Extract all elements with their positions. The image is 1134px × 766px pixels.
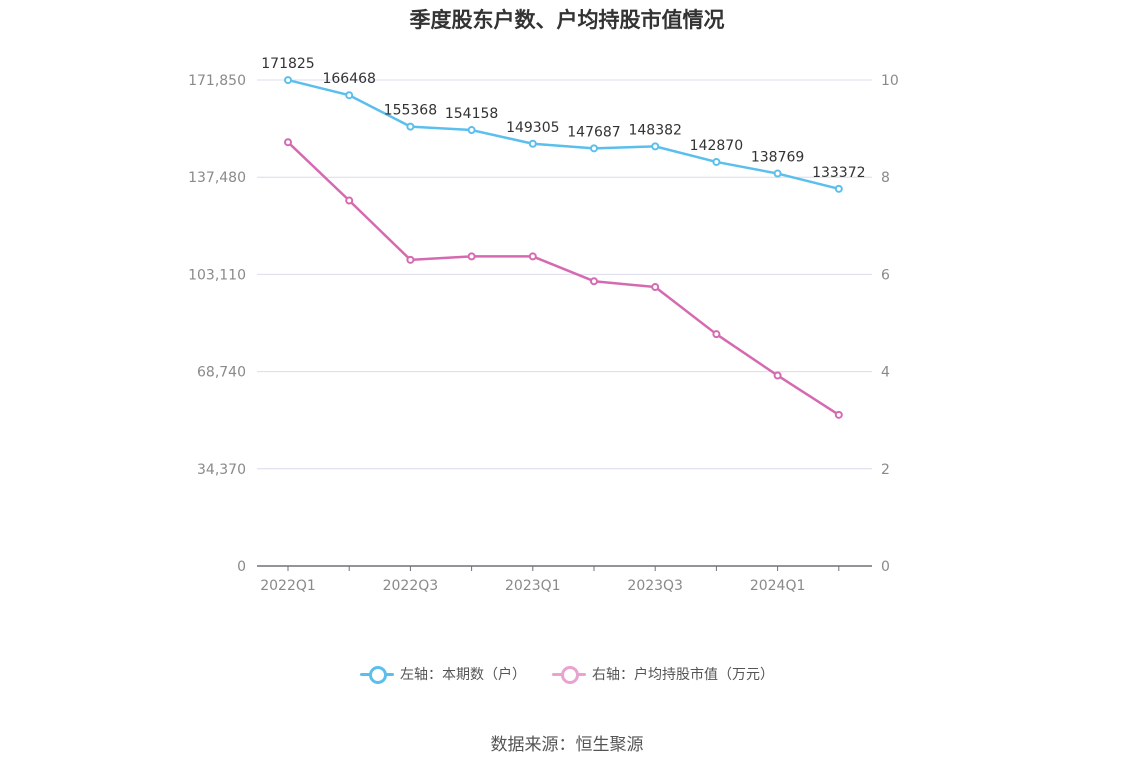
x-tick-label: 2022Q3 — [383, 578, 439, 594]
point-avg-value[interactable] — [773, 371, 782, 380]
point-holders[interactable] — [467, 126, 476, 135]
data-label: 171825 — [261, 56, 314, 72]
point-avg-value[interactable] — [406, 255, 415, 264]
point-avg-value[interactable] — [467, 252, 476, 261]
y-right-tick-label: 8 — [881, 170, 890, 186]
y-right-tick-label: 0 — [881, 559, 890, 575]
y-right-tick-label: 2 — [881, 462, 890, 478]
point-holders[interactable] — [773, 169, 782, 178]
series-lines — [284, 76, 843, 419]
data-label: 155368 — [384, 103, 437, 119]
y-right-tick-label: 6 — [881, 267, 890, 283]
point-holders[interactable] — [345, 91, 354, 100]
y-right-tick-label: 10 — [881, 73, 899, 89]
gridlines — [257, 79, 872, 470]
point-holders[interactable] — [284, 76, 292, 85]
point-avg-value[interactable] — [528, 252, 537, 261]
point-avg-value[interactable] — [590, 277, 598, 286]
axes: 0 0 34,370 2 68,740 4 103,110 6 137,480 8 171,850 1… — [188, 73, 899, 594]
data-labels: 171825 166468 155368 154158 149305 147687 1483… — [261, 56, 865, 181]
point-avg-value[interactable] — [345, 196, 354, 205]
point-holders[interactable] — [651, 142, 660, 151]
point-avg-value[interactable] — [284, 138, 292, 147]
point-holders[interactable] — [834, 184, 843, 193]
y-left-tick-label: 137,480 — [188, 170, 246, 186]
data-label: 138769 — [751, 150, 804, 166]
data-label: 142870 — [690, 138, 743, 154]
legend-right-ring — [561, 666, 579, 684]
legend-left-marker-icon — [360, 664, 394, 684]
legend-left-ring — [369, 666, 387, 684]
data-label: 166468 — [322, 71, 375, 87]
x-tick-label: 2022Q1 — [260, 578, 316, 594]
line-chart: 0 0 34,370 2 68,740 4 103,110 6 137,480 8 171,850 1… — [188, 56, 899, 594]
y-right-tick-label: 4 — [881, 365, 890, 381]
legend-item-left-axis[interactable]: 左轴：本期数（户） — [360, 664, 526, 684]
point-avg-value[interactable] — [712, 330, 721, 339]
y-left-tick-label: 68,740 — [197, 365, 246, 381]
data-source-note: 数据来源：恒生聚源 — [490, 735, 644, 755]
legend-label-left: 左轴：本期数（户） — [400, 667, 526, 683]
data-label: 147687 — [567, 124, 620, 140]
series-line-avg-value — [287, 141, 840, 416]
legend-right-marker-icon — [552, 664, 586, 684]
y-left-tick-label: 171,850 — [188, 73, 246, 89]
series-line-holders — [287, 78, 840, 191]
x-tick-label: 2023Q3 — [627, 578, 683, 594]
point-avg-value[interactable] — [834, 410, 843, 419]
point-avg-value[interactable] — [651, 283, 660, 292]
y-left-tick-label: 0 — [237, 559, 246, 575]
y-left-tick-label: 103,110 — [188, 267, 246, 283]
legend: 左轴：本期数（户） 右轴：户均持股市值（万元） — [0, 664, 1134, 684]
data-label: 148382 — [628, 122, 681, 138]
legend-item-right-axis[interactable]: 右轴：户均持股市值（万元） — [552, 664, 774, 684]
y-left-tick-label: 34,370 — [197, 462, 246, 478]
chart-title: 季度股东户数、户均持股市值情况 — [409, 8, 725, 32]
point-holders[interactable] — [528, 139, 537, 148]
legend-label-right: 右轴：户均持股市值（万元） — [592, 667, 774, 683]
data-label: 133372 — [812, 165, 865, 181]
data-label: 149305 — [506, 120, 559, 136]
x-tick-label: 2024Q1 — [750, 578, 806, 594]
x-tick-label: 2023Q1 — [505, 578, 561, 594]
point-holders[interactable] — [712, 157, 721, 166]
point-holders[interactable] — [406, 122, 415, 131]
point-holders[interactable] — [590, 144, 598, 153]
data-label: 154158 — [445, 106, 498, 122]
